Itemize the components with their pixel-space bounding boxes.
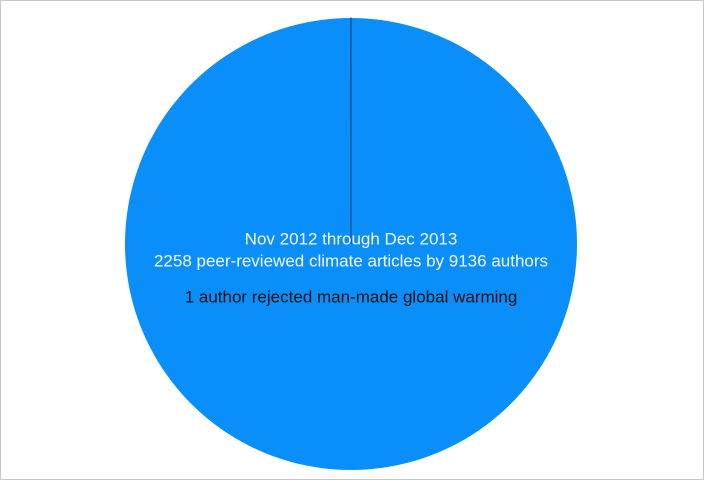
chart-title: Nov 2012 through Dec 2013 — [245, 229, 458, 248]
annotation: 1 author rejected man-made global warmin… — [185, 287, 518, 306]
chart-subtitle: 2258 peer-reviewed climate articles by 9… — [154, 251, 548, 270]
pie — [124, 17, 577, 470]
